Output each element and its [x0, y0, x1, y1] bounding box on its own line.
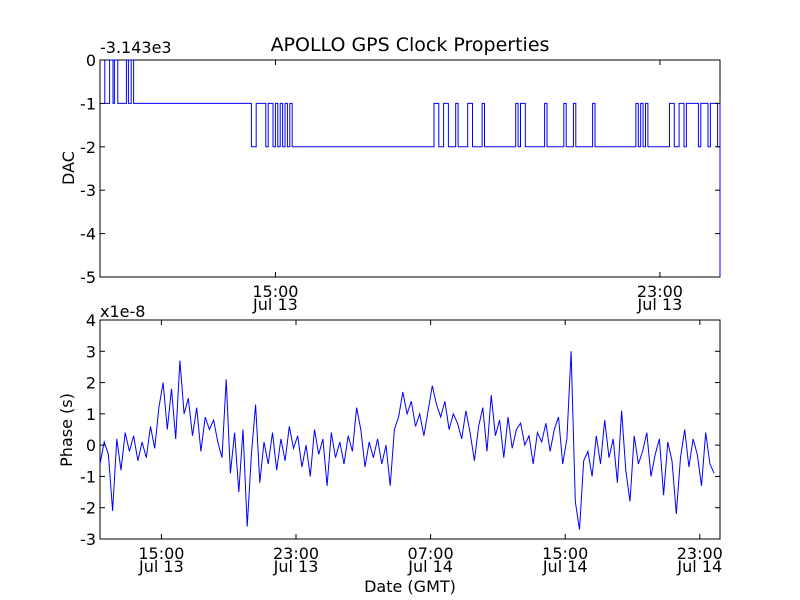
dac-ytick-label: -5 — [80, 268, 96, 287]
dac-xtick-time: 23:00 — [637, 282, 683, 301]
phase-offset-label: x1e-8 — [100, 302, 145, 321]
chart-title: APOLLO GPS Clock Properties — [271, 34, 550, 56]
phase-ytick-label: -1 — [80, 467, 96, 486]
phase-xtick-time: 07:00 — [408, 544, 454, 563]
dac-xtick-time: 15:00 — [252, 282, 298, 301]
phase-ytick-label: 3 — [86, 342, 96, 361]
phase-ylabel: Phase (s) — [57, 393, 76, 467]
phase-xtick-date: Jul 14 — [676, 557, 722, 576]
dac-ylabel: DAC — [59, 151, 78, 185]
dac-ytick-label: -4 — [80, 225, 96, 244]
phase-ytick-label: 0 — [86, 436, 96, 455]
dac-ytick-label: 0 — [86, 51, 96, 70]
phase-xtick-date: Jul 14 — [542, 557, 588, 576]
phase-ytick-label: 1 — [86, 405, 96, 424]
dac-xtick-date: Jul 13 — [252, 295, 298, 314]
dac-xtick-date: Jul 13 — [637, 295, 683, 314]
phase-ytick-label: -3 — [80, 530, 96, 549]
dac-ytick-label: -3 — [80, 181, 96, 200]
phase-xtick-time: 15:00 — [542, 544, 588, 563]
phase-ytick-label: 2 — [86, 374, 96, 393]
dac-ytick-label: -1 — [80, 94, 96, 113]
phase-xtick-date: Jul 13 — [273, 557, 319, 576]
phase-xtick-time: 23:00 — [273, 544, 319, 563]
phase-ytick-label: -2 — [80, 499, 96, 518]
phase-xtick-date: Jul 13 — [138, 557, 184, 576]
dac-offset-label: -3.143e3 — [100, 38, 172, 57]
phase-xtick-date: Jul 14 — [407, 557, 453, 576]
phase-xtick-time: 23:00 — [677, 544, 723, 563]
phase-xtick-time: 15:00 — [138, 544, 184, 563]
phase-xlabel: Date (GMT) — [364, 577, 456, 596]
dac-ytick-group: 0 -1 -2 -3 -4 -5 — [80, 51, 720, 287]
dac-ytick-label: -2 — [80, 138, 96, 157]
phase-axes-frame — [99, 319, 721, 540]
phase-ytick-label: 4 — [86, 311, 96, 330]
phase-series-line — [99, 351, 715, 530]
phase-ytick-group: 4 3 2 1 0 -1 -2 -3 — [80, 311, 720, 549]
